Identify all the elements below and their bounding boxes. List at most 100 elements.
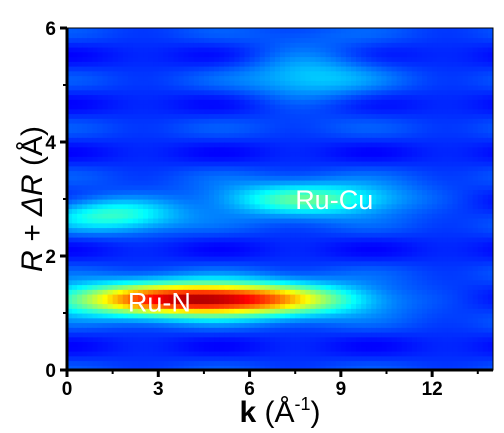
heatmap-cell — [386, 313, 393, 319]
heatmap-cell — [345, 137, 352, 143]
heatmap-cell — [72, 123, 78, 129]
heatmap-cell — [102, 332, 109, 338]
heatmap-cell — [244, 180, 251, 186]
heatmap-cell — [401, 265, 408, 271]
heatmap-cell — [351, 203, 357, 210]
heatmap-cell — [310, 265, 317, 271]
heatmap-cell — [401, 365, 408, 370]
heatmap-cell — [188, 365, 195, 370]
heatmap-cell — [92, 313, 99, 319]
heatmap-cell — [77, 108, 83, 115]
heatmap-cell — [188, 251, 195, 257]
heatmap-cell — [229, 279, 235, 286]
heatmap-cell — [153, 132, 159, 138]
heatmap-cell — [77, 303, 83, 309]
heatmap-cell — [92, 85, 99, 91]
heatmap-cell — [366, 322, 372, 328]
heatmap-cell — [77, 165, 83, 172]
heatmap-cell — [376, 284, 383, 290]
heatmap-cell — [280, 56, 286, 62]
heatmap-cell — [198, 341, 205, 347]
heatmap-cell — [224, 351, 230, 357]
heatmap-cell — [132, 37, 139, 43]
heatmap-cell — [92, 175, 99, 181]
heatmap-cell — [259, 51, 266, 58]
heatmap-cell — [229, 85, 235, 91]
heatmap-cell — [127, 75, 134, 81]
heatmap-cell — [325, 303, 332, 309]
heatmap-cell — [138, 156, 144, 162]
heatmap-cell — [239, 142, 246, 148]
heatmap-cell — [178, 308, 185, 314]
heatmap-cell — [193, 289, 200, 295]
heatmap-cell — [183, 289, 190, 295]
heatmap-cell — [163, 327, 170, 333]
heatmap-cell — [401, 47, 408, 53]
heatmap-cell — [173, 189, 180, 195]
heatmap-cell — [371, 175, 377, 181]
heatmap-cell — [178, 80, 185, 86]
heatmap-cell — [229, 70, 235, 77]
heatmap-cell — [366, 142, 372, 148]
heatmap-cell — [97, 56, 104, 62]
heatmap-cell — [198, 70, 205, 77]
heatmap-cell — [193, 355, 200, 362]
heatmap-cell — [295, 313, 301, 319]
heatmap-cell — [381, 66, 388, 72]
heatmap-cell — [351, 279, 357, 286]
heatmap-cell — [193, 336, 200, 343]
heatmap-cell — [87, 313, 93, 319]
heatmap-cell — [280, 284, 286, 290]
heatmap-cell — [269, 146, 276, 153]
heatmap-cell — [158, 70, 164, 77]
heatmap-cell — [163, 80, 170, 86]
heatmap-cell — [351, 308, 357, 314]
heatmap-cell — [229, 42, 235, 48]
heatmap-cell — [249, 203, 256, 210]
heatmap-cell — [254, 137, 261, 143]
heatmap-cell — [87, 270, 93, 276]
heatmap-cell — [122, 208, 129, 214]
heatmap-cell — [345, 355, 352, 362]
heatmap-cell — [305, 332, 312, 338]
heatmap-cell — [254, 104, 261, 110]
heatmap-cell — [188, 355, 195, 362]
heatmap-cell — [193, 61, 200, 67]
heatmap-cell — [406, 241, 413, 248]
heatmap-cell — [330, 56, 337, 62]
heatmap-cell — [168, 317, 175, 324]
heatmap-cell — [92, 199, 99, 205]
heatmap-cell — [305, 56, 312, 62]
heatmap-cell — [193, 203, 200, 210]
heatmap-cell — [224, 199, 230, 205]
heatmap-cell — [173, 308, 180, 314]
heatmap-cell — [132, 113, 139, 119]
heatmap-cell — [193, 94, 200, 100]
heatmap-cell — [158, 341, 164, 347]
heatmap-cell — [178, 341, 185, 347]
heatmap-cell — [198, 279, 205, 286]
heatmap-cell — [209, 289, 215, 295]
heatmap-cell — [274, 32, 281, 39]
heatmap-cell — [102, 327, 109, 333]
heatmap-cell — [416, 232, 423, 238]
heatmap-cell — [203, 346, 210, 352]
heatmap-cell — [148, 37, 154, 43]
heatmap-cell — [391, 232, 398, 238]
heatmap-cell — [305, 327, 312, 333]
heatmap-cell — [259, 194, 266, 200]
heatmap-cell — [366, 317, 372, 324]
heatmap-cell — [290, 317, 296, 324]
heatmap-cell — [219, 246, 225, 252]
heatmap-cell — [188, 165, 195, 172]
heatmap-cell — [229, 56, 235, 62]
heatmap-cell — [97, 317, 104, 324]
heatmap-cell — [143, 313, 149, 319]
heatmap-cell — [107, 28, 114, 34]
heatmap-cell — [416, 365, 423, 370]
heatmap-cell — [219, 104, 225, 110]
heatmap-cell — [173, 351, 180, 357]
heatmap-cell — [214, 227, 220, 233]
heatmap-cell — [234, 265, 241, 271]
heatmap-cell — [361, 32, 367, 39]
